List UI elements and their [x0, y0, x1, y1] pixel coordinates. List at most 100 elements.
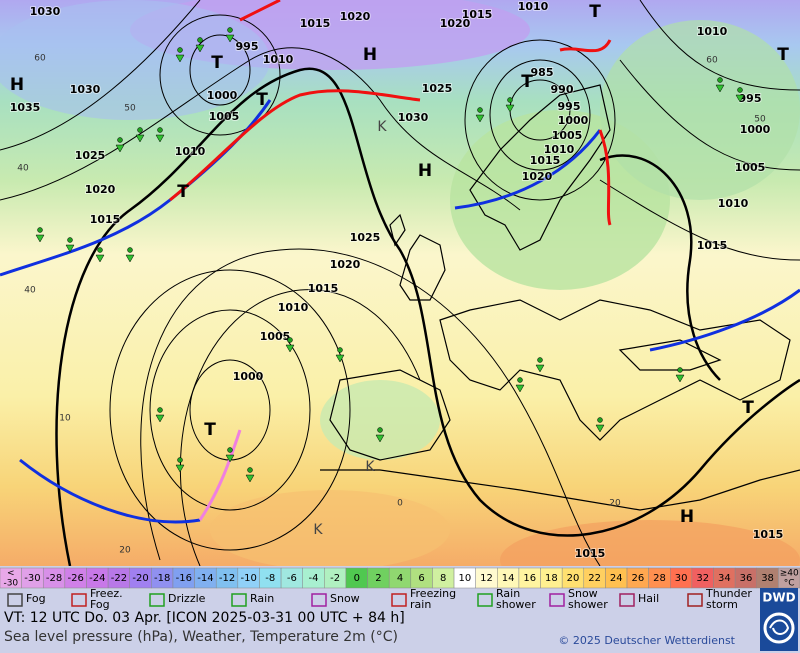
land-cool	[600, 20, 800, 200]
legend-label: Drizzle	[168, 592, 206, 605]
isobar-label: 1010	[175, 145, 206, 158]
isobar-label: 1010	[697, 25, 728, 38]
isobar-label: 1020	[340, 10, 371, 23]
map-description: Sea level pressure (hPa), Weather, Tempe…	[4, 629, 398, 645]
scale-label: °C	[784, 579, 795, 589]
weather-symbol	[37, 227, 43, 233]
weather-symbol	[247, 467, 253, 473]
isobar-label: 985	[531, 66, 554, 79]
isobar-label: 1010	[518, 0, 549, 13]
weather-symbol	[677, 367, 683, 373]
pressure-system: T	[742, 398, 754, 418]
pressure-system: T	[256, 90, 268, 110]
legend-icon	[311, 593, 327, 607]
valid-time: VT: 12 UTC Do. 03 Apr. [ICON 2025-03-31 …	[4, 610, 405, 626]
weather-symbol	[195, 44, 205, 53]
isotherm-label: 40	[24, 286, 36, 296]
legend-icon	[149, 593, 165, 607]
scale-label: -12	[219, 573, 235, 584]
weather-symbol	[155, 414, 165, 423]
pressure-system: H	[680, 507, 694, 527]
scale-label: 10	[458, 573, 471, 584]
weather-symbol	[505, 104, 515, 113]
legend-icon	[619, 593, 635, 607]
isobar-label: 1010	[278, 301, 309, 314]
weather-symbol	[227, 27, 233, 33]
cold-area	[0, 0, 270, 120]
isobar-label: 1030	[30, 5, 61, 18]
pressure-system: T	[177, 182, 189, 202]
legend-label: Freezing	[410, 587, 456, 600]
weather-symbol	[335, 354, 345, 363]
weather-symbol	[175, 54, 185, 63]
legend-label: storm	[706, 598, 738, 611]
isobar-label: 1015	[90, 213, 121, 226]
legend-icon	[687, 593, 703, 607]
isobar-label: 1010	[718, 197, 749, 210]
isotherm-label: 10	[59, 414, 71, 424]
scale-label: 16	[523, 573, 536, 584]
isobar-label: 1030	[70, 83, 101, 96]
weather-symbol	[117, 137, 123, 143]
weather-symbol	[535, 364, 545, 373]
weather-symbol	[717, 77, 723, 83]
weather-symbol	[737, 87, 743, 93]
isobar-label: 995	[236, 40, 259, 53]
weather-symbol	[177, 47, 183, 53]
fronts	[0, 0, 800, 524]
isobar-label: 1005	[209, 110, 240, 123]
legend-label: Snow	[568, 587, 598, 600]
legend-icon	[549, 593, 565, 607]
isobar-label: 1015	[575, 547, 606, 560]
weather-symbol	[735, 94, 745, 103]
weather-symbol	[517, 377, 523, 383]
scale-label: 38	[761, 573, 774, 584]
isobar-label: 1035	[10, 101, 41, 114]
weather-symbol	[175, 464, 185, 473]
scale-label: 26	[631, 573, 644, 584]
isobar-label: 1025	[75, 149, 106, 162]
scale-label: -30	[24, 573, 40, 584]
scale-label: 8	[440, 573, 446, 584]
scale-label: -22	[111, 573, 127, 584]
weather-symbol	[155, 134, 165, 143]
pressure-system: H	[10, 75, 24, 95]
weather-symbol	[127, 247, 133, 253]
scale-label: -20	[132, 573, 148, 584]
weather-symbol	[125, 254, 135, 263]
isobar-label: 1010	[263, 53, 294, 66]
pressure-system: H	[418, 161, 432, 181]
weather-symbol	[337, 347, 343, 353]
isobar-label: 1005	[260, 330, 291, 343]
weather-symbol	[157, 127, 163, 133]
pressure-system: K	[365, 459, 375, 475]
weather-symbol	[197, 37, 203, 43]
dwd-logo-text: DWD	[762, 591, 795, 605]
scale-label: ≥40	[780, 569, 799, 579]
isobar-label: 995	[558, 100, 581, 113]
isotherm-label: 50	[754, 115, 766, 125]
weather-symbol	[287, 337, 293, 343]
isobar-label: 990	[551, 83, 574, 96]
weather-symbol	[285, 344, 295, 353]
legend-label: Fog	[90, 598, 110, 611]
pressure-system: H	[363, 45, 377, 65]
weather-symbol	[225, 34, 235, 43]
weather-symbol	[97, 247, 103, 253]
isobar-label: 1005	[552, 129, 583, 142]
isobar-label: 1020	[330, 258, 361, 271]
isotherm-label: 20	[119, 546, 131, 556]
scale-label: 32	[696, 573, 709, 584]
legend-label: Rain	[496, 587, 520, 600]
isobar-label: 1030	[398, 111, 429, 124]
isobar-label: 1020	[522, 170, 553, 183]
legend-icon	[71, 593, 87, 607]
scale-label: 30	[675, 573, 688, 584]
scale-label: -16	[176, 573, 192, 584]
scale-label: 36	[740, 573, 753, 584]
scale-label: -10	[240, 573, 256, 584]
dwd-logo-icon	[769, 619, 790, 635]
isobar-label: 1010	[544, 143, 575, 156]
